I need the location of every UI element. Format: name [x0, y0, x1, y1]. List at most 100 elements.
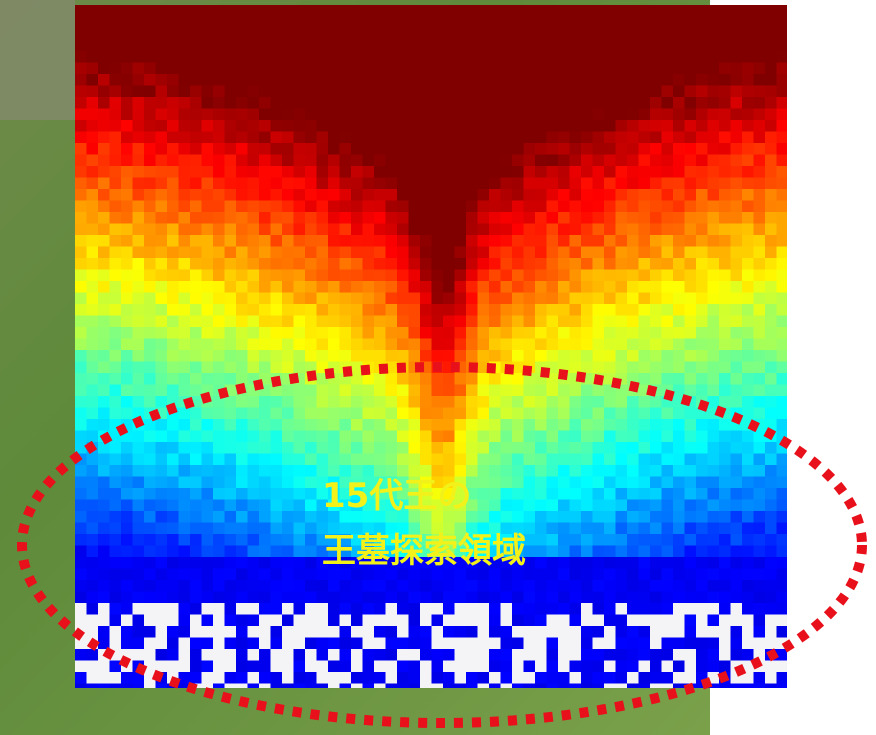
heatmap-cell	[316, 5, 329, 18]
heatmap-cell	[75, 511, 88, 524]
heatmap-cell	[558, 660, 571, 673]
heatmap-cell	[719, 235, 732, 248]
heatmap-cell	[385, 626, 398, 639]
heatmap-cell	[765, 200, 778, 213]
heatmap-cell	[190, 534, 203, 547]
heatmap-cell	[178, 488, 191, 501]
heatmap-cell	[75, 568, 88, 581]
heatmap-cell	[247, 603, 260, 616]
heatmap-cell	[684, 614, 697, 627]
heatmap-cell	[178, 580, 191, 593]
heatmap-cell	[328, 120, 341, 133]
heatmap-cell	[362, 200, 375, 213]
heatmap-cell	[201, 258, 214, 271]
heatmap-cell	[500, 557, 513, 570]
heatmap-cell	[213, 16, 226, 29]
heatmap-cell	[477, 384, 490, 397]
heatmap-cell	[489, 591, 502, 604]
heatmap-cell	[592, 430, 605, 443]
heatmap-cell	[178, 212, 191, 225]
heatmap-cell	[201, 626, 214, 639]
heatmap-cell	[661, 258, 674, 271]
heatmap-cell	[201, 62, 214, 75]
heatmap-cell	[512, 683, 525, 688]
heatmap-cell	[730, 315, 743, 328]
heatmap-cell	[581, 269, 594, 282]
heatmap-cell	[132, 591, 145, 604]
heatmap-cell	[500, 591, 513, 604]
heatmap-cell	[673, 97, 686, 110]
heatmap-cell	[121, 62, 134, 75]
heatmap-cell	[282, 16, 295, 29]
heatmap-cell	[546, 269, 559, 282]
heatmap-cell	[86, 177, 99, 190]
heatmap-cell	[385, 361, 398, 374]
heatmap-cell	[512, 62, 525, 75]
heatmap-cell	[132, 637, 145, 650]
heatmap-cell	[362, 660, 375, 673]
heatmap-cell	[351, 591, 364, 604]
heatmap-cell	[500, 120, 513, 133]
heatmap-cell	[592, 649, 605, 662]
heatmap-cell	[362, 281, 375, 294]
heatmap-cell	[707, 384, 720, 397]
heatmap-cell	[316, 442, 329, 455]
heatmap-cell	[98, 522, 111, 535]
heatmap-cell	[420, 442, 433, 455]
heatmap-cell	[535, 580, 548, 593]
heatmap-cell	[592, 143, 605, 156]
heatmap-cell	[742, 361, 755, 374]
heatmap-cell	[351, 338, 364, 351]
heatmap-cell	[270, 16, 283, 29]
heatmap-cell	[316, 637, 329, 650]
heatmap-cell	[604, 488, 617, 501]
heatmap-cell	[109, 637, 122, 650]
heatmap-cell	[293, 235, 306, 248]
heatmap-cell	[109, 16, 122, 29]
heatmap-cell	[661, 580, 674, 593]
heatmap-cell	[673, 143, 686, 156]
heatmap-cell	[201, 292, 214, 305]
heatmap-cell	[753, 442, 766, 455]
heatmap-cell	[604, 499, 617, 512]
heatmap-cell	[627, 430, 640, 443]
heatmap-cell	[696, 499, 709, 512]
heatmap-cell	[293, 39, 306, 52]
heatmap-cell	[753, 28, 766, 41]
heatmap-cell	[535, 177, 548, 190]
heatmap-cell	[132, 62, 145, 75]
heatmap-cell	[443, 522, 456, 535]
heatmap-cell	[316, 108, 329, 121]
heatmap-cell	[247, 108, 260, 121]
heatmap-cell	[443, 39, 456, 52]
heatmap-cell	[615, 419, 628, 432]
heatmap-cell	[98, 580, 111, 593]
heatmap-cell	[98, 568, 111, 581]
heatmap-cell	[638, 177, 651, 190]
heatmap-cell	[638, 580, 651, 593]
heatmap-cell	[144, 338, 157, 351]
heatmap-cell	[408, 154, 421, 167]
heatmap-cell	[500, 200, 513, 213]
heatmap-cell	[615, 143, 628, 156]
heatmap-cell	[466, 212, 479, 225]
heatmap-cell	[627, 327, 640, 340]
heatmap-cell	[224, 499, 237, 512]
heatmap-cell	[431, 453, 444, 466]
heatmap-cell	[86, 62, 99, 75]
heatmap-cell	[305, 338, 318, 351]
heatmap-cell	[86, 568, 99, 581]
heatmap-cell	[546, 396, 559, 409]
heatmap-cell	[420, 637, 433, 650]
heatmap-cell	[489, 315, 502, 328]
heatmap-cell	[167, 361, 180, 374]
heatmap-cell	[535, 338, 548, 351]
heatmap-cell	[477, 5, 490, 18]
heatmap-cell	[454, 189, 467, 202]
heatmap-cell	[684, 465, 697, 478]
heatmap-cell	[247, 143, 260, 156]
heatmap-cell	[397, 637, 410, 650]
heatmap-cell	[627, 591, 640, 604]
heatmap-cell	[615, 120, 628, 133]
heatmap-cell	[144, 108, 157, 121]
